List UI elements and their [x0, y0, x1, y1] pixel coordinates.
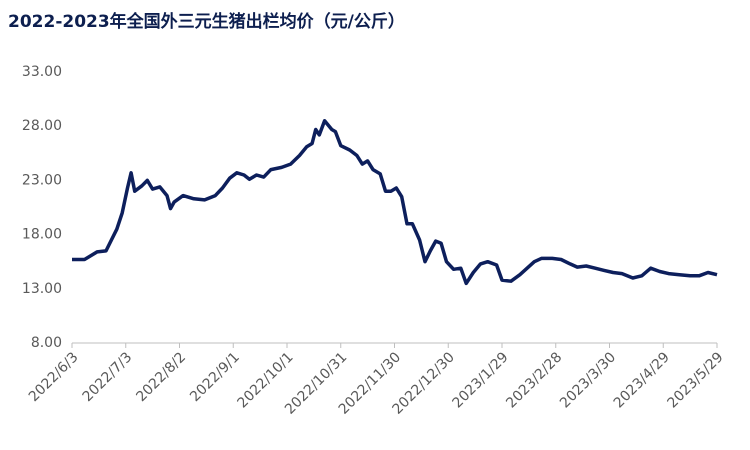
x-tick-label: 2023/2/28 — [503, 349, 565, 411]
x-tick-label: 2022/7/3 — [80, 349, 136, 405]
chart-title: 2022-2023年全国外三元生猪出栏均价（元/公斤） — [8, 11, 405, 32]
x-tick-label: 2022/9/1 — [187, 349, 243, 405]
x-tick-label: 2023/4/29 — [611, 349, 673, 411]
y-tick-label: 33.00 — [22, 64, 62, 80]
y-tick-label: 18.00 — [22, 227, 62, 243]
x-tick-label: 2022/8/2 — [133, 349, 189, 405]
x-tick-label: 2023/5/29 — [665, 349, 727, 411]
y-tick-label: 8.00 — [31, 335, 62, 351]
x-tick-label: 2023/1/29 — [450, 349, 512, 411]
x-tick-label: 2023/3/30 — [557, 349, 619, 411]
x-tick-label: 2022/6/3 — [26, 349, 82, 405]
line-series — [72, 119, 718, 286]
y-tick-label: 13.00 — [22, 281, 62, 297]
y-tick-label: 28.00 — [22, 118, 62, 134]
y-tick-label: 23.00 — [22, 172, 62, 188]
